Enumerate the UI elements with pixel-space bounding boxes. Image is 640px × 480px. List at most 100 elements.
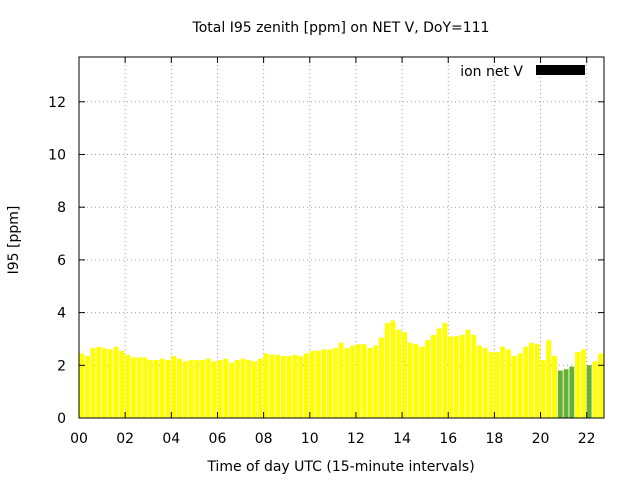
- bar: [269, 354, 275, 418]
- bar: [246, 360, 252, 418]
- x-tick-label: 14: [393, 431, 411, 447]
- bar: [286, 356, 292, 418]
- bar: [182, 361, 188, 418]
- bar: [280, 356, 286, 418]
- bar: [136, 357, 142, 418]
- bar: [390, 320, 396, 418]
- bar: [407, 342, 413, 418]
- bar: [315, 350, 321, 418]
- bar: [223, 358, 229, 418]
- bar: [200, 360, 206, 418]
- bar: [240, 358, 246, 418]
- bar: [84, 356, 90, 418]
- bar: [402, 332, 407, 418]
- bar: [90, 348, 96, 418]
- y-axis-label: I95 [ppm]: [6, 206, 22, 275]
- bar: [540, 360, 546, 418]
- x-tick-label: 12: [347, 431, 365, 447]
- bar: [125, 354, 131, 418]
- bar: [379, 337, 384, 418]
- bar: [148, 360, 154, 418]
- x-tick-label: 22: [578, 431, 596, 447]
- bar: [211, 361, 217, 418]
- bar: [396, 329, 402, 418]
- y-tick-label: 2: [57, 358, 66, 374]
- bar: [569, 366, 575, 418]
- bar: [263, 353, 269, 418]
- bar: [494, 352, 500, 418]
- bar: [350, 345, 356, 418]
- bar: [471, 334, 477, 418]
- bar: [107, 349, 113, 418]
- bar: [586, 365, 592, 418]
- bar: [580, 349, 586, 418]
- bar: [205, 358, 211, 418]
- bar: [102, 348, 107, 418]
- bar: [165, 360, 171, 418]
- x-tick-label: 04: [162, 431, 180, 447]
- bar: [529, 342, 534, 418]
- bar: [113, 346, 119, 418]
- y-tick-label: 6: [57, 253, 66, 269]
- bar: [563, 369, 569, 418]
- bar: [177, 358, 182, 418]
- bar: [344, 348, 350, 418]
- bar: [500, 346, 506, 418]
- plot-frame: [78, 56, 605, 419]
- grid-lines: [79, 57, 604, 418]
- y-tick-label: 4: [57, 306, 66, 322]
- bar: [425, 340, 431, 418]
- bar: [309, 350, 315, 418]
- bar: [511, 356, 517, 418]
- bar: [552, 356, 557, 418]
- bar: [598, 353, 604, 418]
- bar: [298, 356, 304, 418]
- bar: [367, 348, 373, 418]
- bar: [523, 346, 529, 418]
- bar: [482, 348, 488, 418]
- bar: [436, 328, 442, 418]
- bar: [448, 336, 454, 418]
- bar: [257, 358, 263, 418]
- bar: [575, 352, 581, 418]
- bar: [477, 345, 482, 418]
- bar: [442, 323, 448, 418]
- bar: [505, 349, 511, 418]
- bar: [292, 354, 298, 418]
- y-tick-label: 8: [57, 200, 66, 216]
- bar: [557, 370, 563, 418]
- bar: [229, 362, 234, 418]
- legend: ion net V: [460, 64, 585, 80]
- bar: [355, 344, 361, 418]
- bar: [413, 344, 419, 418]
- bar: [142, 357, 148, 418]
- bar: [252, 361, 257, 418]
- bar: [517, 353, 523, 418]
- bar: [171, 356, 177, 418]
- x-tick-label: 18: [485, 431, 503, 447]
- bar: [592, 361, 598, 418]
- chart-title: Total I95 zenith [ppm] on NET V, DoY=111: [192, 20, 490, 36]
- bar: [373, 345, 379, 418]
- x-tick-label: 10: [301, 431, 319, 447]
- y-tick-label: 10: [48, 147, 66, 163]
- y-tick-label: 12: [48, 95, 66, 111]
- x-tick-label: 00: [70, 431, 88, 447]
- bar: [130, 357, 136, 418]
- legend-swatch: [536, 65, 585, 75]
- x-tick-label: 08: [255, 431, 273, 447]
- bar: [321, 349, 327, 418]
- x-tick-label: 02: [116, 431, 134, 447]
- bar: [459, 334, 465, 418]
- x-tick-label: 06: [209, 431, 227, 447]
- bar: [419, 346, 425, 418]
- bar: [234, 360, 240, 418]
- bars: [79, 320, 604, 418]
- bar: [327, 349, 332, 418]
- bar: [188, 360, 194, 418]
- bar: [430, 334, 436, 418]
- bar: [454, 336, 459, 418]
- bar: [546, 340, 552, 418]
- bar: [119, 350, 125, 418]
